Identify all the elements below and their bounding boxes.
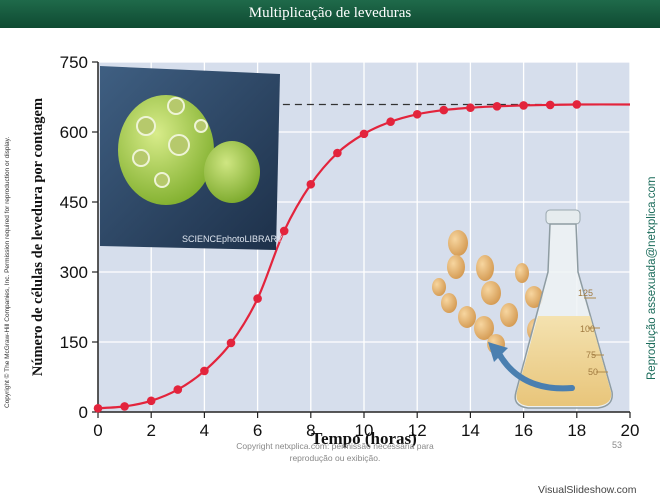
x-tick-label: 16	[514, 421, 533, 440]
y-tick-label: 450	[60, 193, 88, 212]
curved-arrow	[488, 342, 575, 392]
title-bar: Multiplicação de leveduras	[0, 0, 660, 28]
data-point	[120, 402, 129, 411]
data-point	[492, 102, 502, 111]
x-tick-label: 20	[621, 421, 640, 440]
y-axis-title: Número de células de levedura por contag…	[30, 98, 46, 376]
y-tick-label: 300	[60, 263, 88, 282]
slide-title: Multiplicação de leveduras	[248, 5, 412, 21]
data-point	[359, 129, 369, 139]
x-tick-label: 2	[146, 421, 155, 440]
data-point	[519, 101, 528, 110]
data-point	[545, 100, 555, 110]
flask-mark-50: 50	[588, 367, 598, 377]
data-point	[146, 396, 156, 406]
page-number: 53	[612, 440, 623, 450]
y-tick-label: 750	[60, 53, 88, 72]
x-tick-label: 4	[200, 421, 209, 440]
flask-mark-125: 125	[578, 288, 593, 298]
axes	[92, 61, 631, 418]
data-point	[253, 294, 262, 303]
y-tick-label: 600	[60, 123, 88, 142]
data-point	[226, 338, 236, 348]
x-axis-title: Tempo (horas)	[311, 429, 417, 448]
y-tick-label: 0	[79, 403, 88, 422]
data-point	[200, 366, 209, 376]
data-point	[572, 100, 582, 109]
data-point	[93, 403, 103, 413]
x-tick-label: 0	[93, 421, 102, 440]
data-point	[466, 103, 475, 113]
data-point	[333, 148, 342, 158]
data-point	[279, 226, 289, 236]
data-markers	[93, 100, 582, 413]
data-point	[386, 117, 395, 127]
x-tick-label: 10	[355, 421, 374, 440]
x-tick-label: 14	[461, 421, 480, 440]
yeast-micrograph-photo: SCIENCEphotoLIBRARY	[100, 66, 283, 250]
copyright-side-note: Copyright © The McGraw-Hill Companies, I…	[4, 136, 11, 408]
footer-copyright: Copyright netxplica.com: permissão neces…	[236, 441, 434, 463]
y-tick-label: 150	[60, 333, 88, 352]
x-tick-label: 6	[253, 421, 262, 440]
flask-mark-75: 75	[586, 350, 596, 360]
side-caption: Reprodução assexuada@netxplica.com	[646, 176, 658, 380]
data-point	[412, 109, 422, 119]
watermark: VisualSlideshow.com	[538, 484, 637, 496]
x-tick-label: 12	[408, 421, 427, 440]
flask-mark-100: 100	[580, 324, 595, 334]
data-point	[439, 105, 449, 115]
y-tick-labels: 0 150 300 450 600 750	[60, 53, 88, 422]
x-tick-labels: 0 2 4 6 8 10 12 14 16 18 20	[93, 421, 639, 440]
photo-credit: SCIENCEphotoLIBRARY	[182, 234, 283, 244]
data-point	[173, 385, 183, 394]
data-point	[306, 179, 316, 189]
x-tick-label: 8	[306, 421, 315, 440]
x-tick-label: 18	[567, 421, 586, 440]
